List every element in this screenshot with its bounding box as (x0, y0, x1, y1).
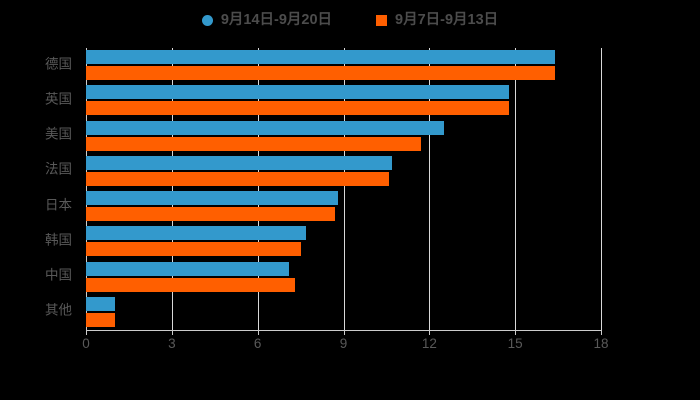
bar-group (86, 48, 601, 83)
bar-德国-series-1[interactable] (86, 66, 556, 80)
y-axis-label-日本: 日本 (45, 196, 72, 212)
gridline-x-6 (257, 48, 259, 330)
bar-德国-series-0[interactable] (86, 50, 556, 64)
x-tick-label-3: 3 (168, 336, 176, 351)
y-axis-label-其他: 其他 (45, 302, 72, 318)
bar-中国-series-0[interactable] (86, 261, 290, 276)
bar-法国-series-1[interactable] (86, 171, 390, 186)
bar-法国-series-0[interactable] (86, 155, 393, 170)
legend-label-series-1: 9月7日-9月13日 (395, 11, 499, 28)
x-tick-15 (515, 330, 517, 335)
legend-label-series-0: 9月14日-9月20日 (220, 11, 333, 28)
y-axis-label-中国: 中国 (45, 267, 72, 283)
gridline-x-9 (343, 48, 345, 330)
x-tick-6 (257, 330, 259, 335)
x-tick-9 (343, 330, 345, 335)
y-axis-label-英国: 英国 (45, 91, 72, 107)
gridline-x-12 (429, 48, 431, 330)
y-axis-label-德国: 德国 (45, 55, 72, 71)
plot-area (86, 48, 602, 330)
x-tick-label-9: 9 (339, 336, 348, 351)
x-tick-0 (86, 330, 87, 335)
x-tick-label-0: 0 (82, 336, 90, 351)
gridline-x-0 (86, 48, 87, 330)
y-axis-label-美国: 美国 (45, 126, 72, 142)
gridline-x-3 (171, 48, 173, 330)
y-axis-label-法国: 法国 (45, 161, 72, 177)
bar-其他-series-1[interactable] (86, 312, 115, 327)
bar-美国-series-1[interactable] (86, 136, 421, 151)
bar-group (86, 224, 601, 259)
legend-marker-square-icon (376, 14, 388, 26)
legend-item-series-1[interactable]: 9月7日-9月13日 (376, 13, 498, 28)
gridline-x-15 (515, 48, 517, 330)
legend-item-series-0[interactable]: 9月14日-9月20日 (201, 11, 333, 28)
bar-美国-series-0[interactable] (86, 120, 444, 135)
bar-group (86, 154, 601, 189)
gridline-x-18 (601, 48, 602, 330)
bar-group (86, 119, 601, 154)
bar-韩国-series-0[interactable] (86, 226, 307, 241)
x-tick-label-15: 15 (507, 336, 523, 351)
bar-韩国-series-1[interactable] (86, 242, 301, 257)
x-tick-label-12: 12 (421, 336, 437, 351)
bar-group (86, 83, 601, 118)
x-tick-18 (601, 330, 602, 335)
bar-group (86, 295, 601, 330)
y-axis-label-韩国: 韩国 (45, 232, 72, 248)
x-tick-label-6: 6 (253, 336, 262, 351)
bar-group (86, 189, 601, 224)
legend-marker-circle-icon (201, 14, 213, 26)
bar-日本-series-1[interactable] (86, 207, 335, 221)
x-tick-label-18: 18 (593, 336, 609, 351)
y-axis-category-labels: 德国英国美国法国日本韩国中国其他 (0, 48, 82, 330)
bar-其他-series-0[interactable] (86, 296, 115, 311)
x-tick-3 (171, 330, 173, 335)
bar-日本-series-0[interactable] (86, 191, 338, 205)
bar-中国-series-1[interactable] (86, 277, 295, 292)
bar-英国-series-1[interactable] (86, 101, 510, 116)
chart-legend: 9月14日-9月20日 9月7日-9月13日 (0, 8, 700, 32)
bar-rows (86, 48, 601, 330)
bar-group (86, 260, 601, 295)
bar-英国-series-0[interactable] (86, 85, 510, 100)
x-tick-12 (429, 330, 431, 335)
